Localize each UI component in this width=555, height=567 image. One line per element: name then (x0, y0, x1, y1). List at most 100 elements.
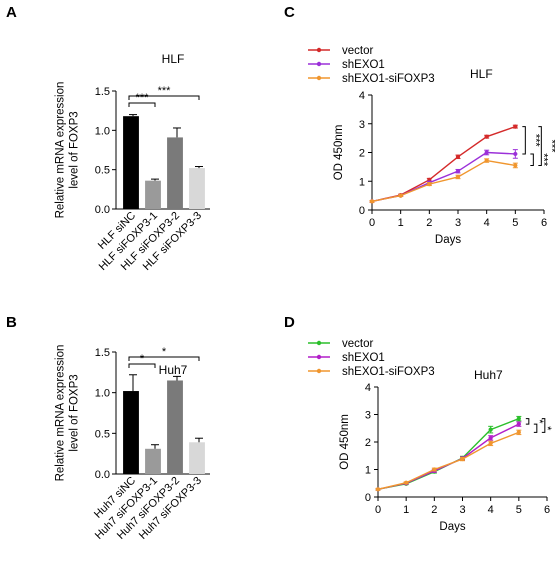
y-axis-label: OD 450nm (333, 125, 345, 181)
panel-letter: C (284, 4, 295, 21)
y-tick-label: 0 (359, 205, 365, 217)
series-line (377, 417, 520, 490)
y-tick-label: 0.0 (95, 469, 110, 481)
x-tick-label: 6 (544, 504, 550, 516)
legend-entry: vector (308, 338, 373, 350)
x-tick-label: 2 (426, 217, 432, 229)
legend-label: shEXO1 (342, 59, 385, 71)
bar (189, 168, 205, 209)
legend-marker (316, 368, 322, 374)
y-axis-label-line: Relative mRNA expression (55, 345, 67, 482)
y-tick-label: 1.5 (95, 86, 110, 98)
legend-label: vector (342, 45, 373, 57)
bar-chart-panel-a: A HLF 0.0 0.5 1.0 1.5 Relative mRNA expression… (6, 4, 210, 273)
y-tick-label: 1.5 (95, 347, 110, 359)
legend-entry: shEXO1 (308, 352, 385, 364)
legend-label: shEXO1 (342, 352, 385, 364)
x-tick-label: 1 (403, 504, 409, 516)
panel-letter: D (284, 314, 295, 331)
data-point (484, 158, 489, 163)
series-line (371, 159, 516, 203)
legend-entry: shEXO1-siFOXP3 (308, 73, 435, 85)
series-line (377, 423, 520, 490)
data-point (513, 151, 518, 157)
line-chart-panel-c: C 0 1 2 3 4 0 1 2 3 4 5 6 Days OD 450nm HLF vector shEXO1… (284, 4, 555, 246)
x-tick-label: 4 (484, 217, 490, 229)
significance-label: * (541, 426, 553, 431)
data-point (516, 416, 521, 421)
x-tick-label: 4 (488, 504, 494, 516)
x-tick-label: 5 (512, 217, 518, 229)
y-tick-label: 1 (365, 465, 371, 477)
data-point (484, 134, 489, 139)
line-chart-panel-d: D 0 1 2 3 4 0 1 2 3 4 5 6 Days OD 450nm Huh7 vector shEXO… (284, 314, 555, 533)
y-tick-label: 3 (359, 119, 365, 131)
y-tick-label: 2 (359, 148, 365, 160)
significance-label: *** (158, 85, 172, 97)
y-axis-label-line: level of FOXP3 (69, 111, 81, 188)
chart-title: Huh7 (159, 363, 188, 377)
data-point (513, 163, 518, 168)
legend-label: shEXO1-siFOXP3 (342, 73, 435, 85)
y-axis-label-line: level of FOXP3 (69, 374, 81, 451)
x-axis-label: Days (439, 521, 465, 533)
x-axis-label: Days (435, 234, 461, 246)
y-tick-label: 1.0 (95, 125, 110, 137)
bar (145, 180, 161, 209)
significance-bracket (128, 356, 200, 361)
data-point (455, 169, 461, 174)
data-point (398, 193, 403, 198)
data-point (432, 467, 437, 472)
data-series (369, 124, 518, 204)
x-tick-label: 3 (459, 504, 465, 516)
x-tick-label: 3 (455, 217, 461, 229)
x-tick-label: 2 (431, 504, 437, 516)
x-tick-label: 0 (369, 217, 375, 229)
y-tick-label: 2 (365, 437, 371, 449)
series-line (371, 125, 516, 203)
legend-label: vector (342, 338, 373, 350)
y-tick-label: 0 (365, 492, 371, 504)
x-tick-label: 5 (516, 504, 522, 516)
bar-chart-panel-b: B Huh7 0.0 0.5 1.0 1.5 Relative mRNA expressio… (6, 314, 210, 542)
y-axis-label-line: Relative mRNA expression (55, 82, 67, 219)
significance-label: * (140, 353, 145, 365)
series-line (371, 151, 516, 203)
x-tick-label: 6 (541, 217, 547, 229)
bar (123, 391, 139, 474)
panel-letter: A (6, 4, 17, 21)
y-axis-label: Relative mRNA expression level of FOXP3 (55, 82, 81, 219)
legend-label: shEXO1-siFOXP3 (342, 366, 435, 378)
significance-bracket (128, 363, 156, 368)
data-series (369, 158, 518, 204)
legend-marker (316, 354, 322, 360)
panel-letter: B (6, 314, 17, 331)
data-series (375, 415, 522, 492)
significance-bracket (128, 95, 200, 100)
significance-label: *** (529, 134, 541, 148)
y-tick-label: 0.5 (95, 428, 110, 440)
y-tick-label: 4 (359, 90, 365, 102)
x-tick-label: 0 (375, 504, 381, 516)
bar (167, 137, 183, 209)
data-series (375, 429, 522, 492)
y-tick-label: 1 (359, 176, 365, 188)
data-point (369, 199, 375, 204)
significance-bracket (533, 423, 538, 433)
legend-marker (316, 340, 322, 346)
data-point (404, 480, 409, 485)
data-point (484, 150, 489, 155)
significance-label: *** (537, 153, 549, 167)
y-tick-label: 4 (365, 382, 371, 394)
legend-entry: shEXO1-siFOXP3 (308, 366, 435, 378)
bar (123, 116, 139, 209)
legend-marker (316, 75, 322, 81)
data-point (455, 174, 461, 180)
significance-bracket (541, 418, 546, 433)
data-point (427, 182, 432, 187)
significance-bracket (128, 102, 156, 107)
data-point (516, 430, 521, 435)
significance-bracket (522, 126, 526, 155)
data-point (460, 456, 465, 462)
chart-title: HLF (162, 52, 185, 66)
